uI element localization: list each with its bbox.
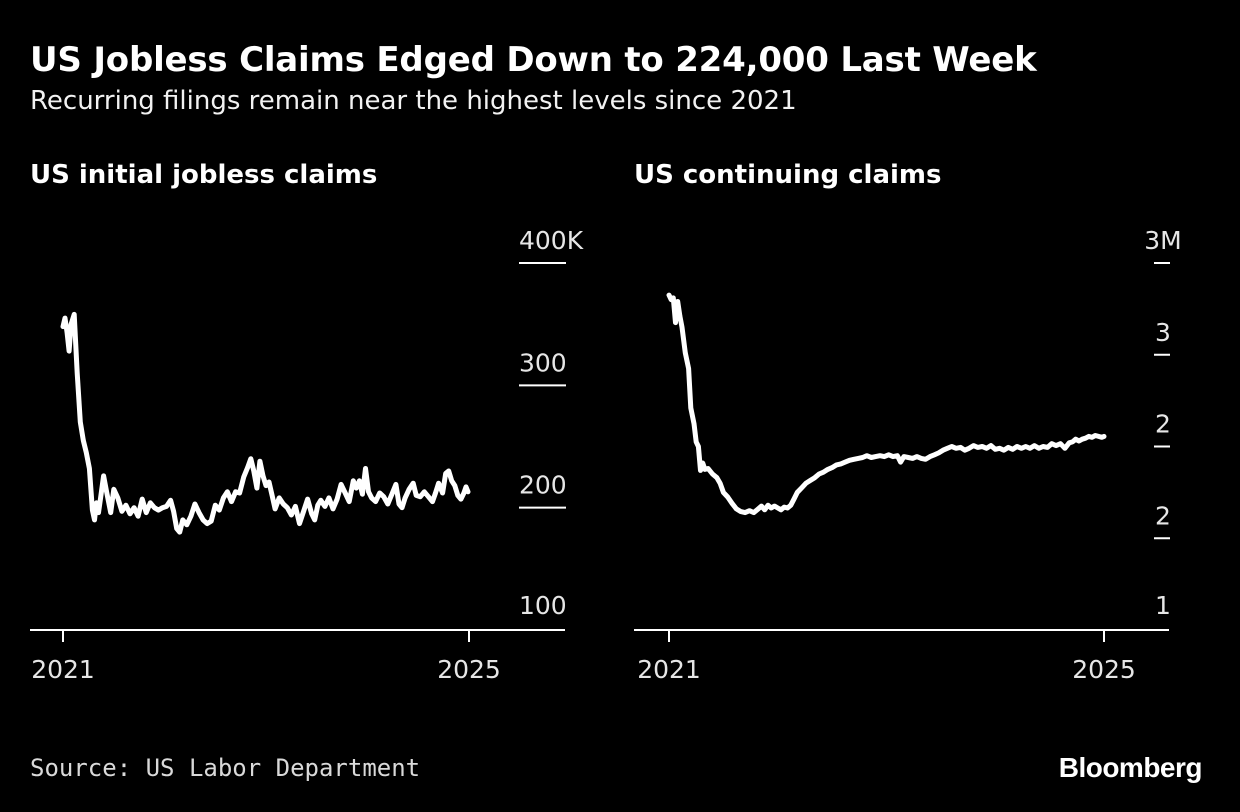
initial-claims-y-tick-label: 100: [519, 591, 567, 620]
continuing-claims-series-line: [666, 292, 1107, 516]
chart-subtitle: Recurring filings remain near the highes…: [30, 86, 797, 116]
initial-claims-series-line: [60, 311, 471, 535]
panel-title-initial-claims: US initial jobless claims: [30, 160, 378, 190]
bloomberg-logo: Bloomberg: [1058, 752, 1203, 783]
continuing-claims-x-tick-label: 2021: [637, 655, 701, 684]
initial-claims-y-tick-label: 400K: [519, 226, 584, 255]
continuing-claims-y-tick-label: 3M: [1144, 226, 1181, 255]
initial-claims-y-tick-label: 300: [519, 348, 567, 377]
initial-claims-y-tick-label: 200: [519, 471, 567, 500]
panel-title-continuing-claims: US continuing claims: [634, 160, 942, 190]
source-note: Source: US Labor Department: [30, 754, 421, 782]
continuing-claims-x-tick-label: 2025: [1072, 655, 1136, 684]
continuing-claims-y-tick-label: 2: [1155, 501, 1171, 530]
initial-claims-x-tick-label: 2025: [437, 655, 501, 684]
initial-claims-x-tick-label: 2021: [31, 655, 95, 684]
continuing-claims-y-tick-label: 1: [1155, 591, 1171, 620]
chart-title: US Jobless Claims Edged Down to 224,000 …: [30, 40, 1037, 80]
continuing-claims-y-tick-label: 3: [1155, 318, 1171, 347]
continuing-claims-y-tick-label: 2: [1155, 410, 1171, 439]
